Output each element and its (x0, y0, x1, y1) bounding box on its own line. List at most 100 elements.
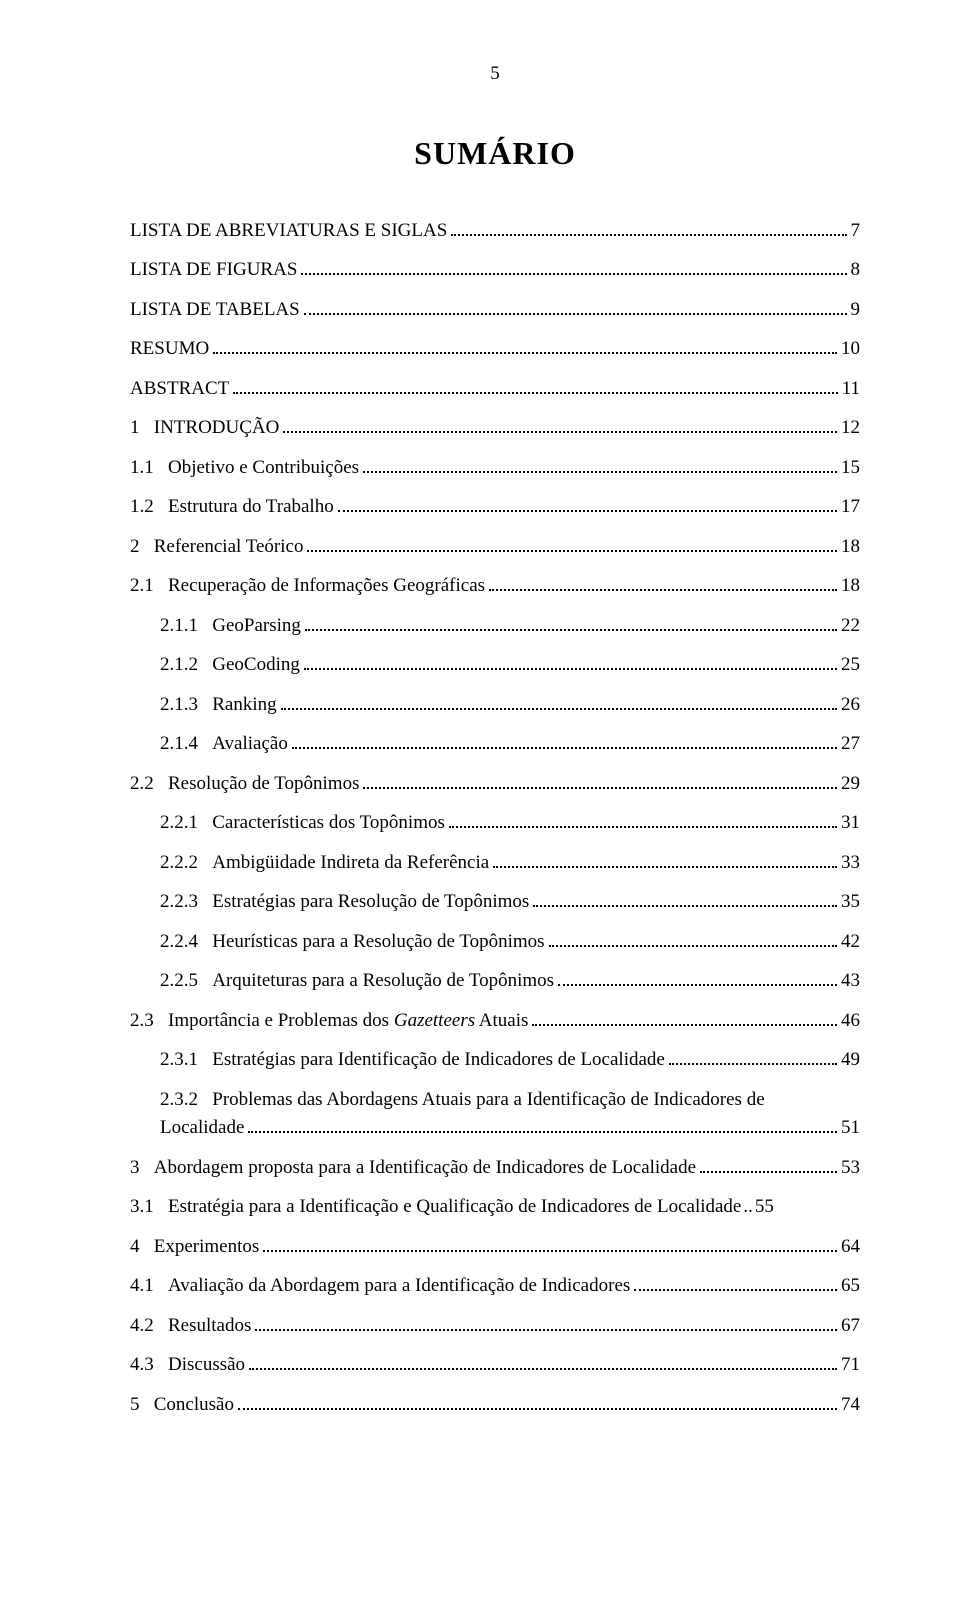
toc-entry-label: 2.1.1 GeoParsing (160, 612, 301, 641)
toc-entry: 2.1 Recuperação de Informações Geográfic… (130, 572, 860, 601)
toc-entry-page: 9 (851, 296, 861, 325)
toc-entry: 2.1.2 GeoCoding 25 (130, 651, 860, 680)
toc-leader-dots (307, 550, 837, 552)
toc-leader-dots (532, 1024, 837, 1026)
toc-leader-dots (338, 510, 837, 512)
toc-entry: 4 Experimentos 64 (130, 1233, 860, 1262)
toc-entry-page: 71 (841, 1351, 860, 1380)
toc-entry-page: 53 (841, 1154, 860, 1183)
toc-entry-label: 2.3.1 Estratégias para Identificação de … (160, 1046, 665, 1075)
toc-entry: 2.2.2 Ambigüidade Indireta da Referência… (130, 849, 860, 878)
toc-leader-dots (669, 1063, 837, 1065)
toc-entry: ABSTRACT 11 (130, 375, 860, 404)
table-of-contents: LISTA DE ABREVIATURAS E SIGLAS 7LISTA DE… (130, 217, 860, 1420)
toc-entry-label: ABSTRACT (130, 375, 229, 404)
toc-entry-page: 8 (851, 256, 861, 285)
toc-entry-page: 35 (841, 888, 860, 917)
toc-entry-label: 1.1 Objetivo e Contribuições (130, 454, 359, 483)
toc-entry-page: 31 (841, 809, 860, 838)
toc-entry-label: 4.1 Avaliação da Abordagem para a Identi… (130, 1272, 630, 1301)
toc-leader-dots (263, 1250, 837, 1252)
toc-entry: 2.2.5 Arquiteturas para a Resolução de T… (130, 967, 860, 996)
toc-entry-label: 4.2 Resultados (130, 1312, 251, 1341)
toc-entry-page: 12 (841, 414, 860, 443)
toc-entry-label: LISTA DE ABREVIATURAS E SIGLAS (130, 217, 447, 246)
toc-leader-dots (489, 589, 837, 591)
toc-entry-page: 29 (841, 770, 860, 799)
toc-entry: LISTA DE TABELAS 9 (130, 296, 860, 325)
toc-entry-label: 2.2.1 Características dos Topônimos (160, 809, 445, 838)
toc-entry-page: 18 (841, 533, 860, 562)
toc-entry-label: 2.1.3 Ranking (160, 691, 277, 720)
toc-entry-page: 25 (841, 651, 860, 680)
toc-entry-label: 1 INTRODUÇÃO (130, 414, 279, 443)
toc-entry-label: 2.2.5 Arquiteturas para a Resolução de T… (160, 967, 554, 996)
toc-entry: 1 INTRODUÇÃO 12 (130, 414, 860, 443)
toc-entry-label: 2.3.2 Problemas das Abordagens Atuais pa… (160, 1086, 860, 1115)
toc-entry-label: RESUMO (130, 335, 209, 364)
toc-entry-label: 2.2.3 Estratégias para Resolução de Topô… (160, 888, 529, 917)
toc-entry-page: 22 (841, 612, 860, 641)
toc-entry-page: 51 (841, 1114, 860, 1143)
toc-entry-label: 4.3 Discussão (130, 1351, 245, 1380)
toc-leader-dots (363, 471, 837, 473)
toc-entry-page: 10 (841, 335, 860, 364)
toc-entry: 2.3 Importância e Problemas dos Gazettee… (130, 1007, 860, 1036)
toc-leader-dots (634, 1289, 837, 1291)
toc-entry-label: 2.2 Resolução de Topônimos (130, 770, 359, 799)
toc-entry-label: 2 Referencial Teórico (130, 533, 303, 562)
toc-entry-label: 2.1.2 GeoCoding (160, 651, 300, 680)
toc-entry-page: 33 (841, 849, 860, 878)
toc-entry: 2.2 Resolução de Topônimos 29 (130, 770, 860, 799)
toc-entry-label: Localidade (130, 1114, 244, 1143)
toc-entry-page: 18 (841, 572, 860, 601)
toc-entry-page: 64 (841, 1233, 860, 1262)
toc-leader-dots (304, 668, 837, 670)
toc-entry: LISTA DE ABREVIATURAS E SIGLAS 7 (130, 217, 860, 246)
toc-entry: 4.1 Avaliação da Abordagem para a Identi… (130, 1272, 860, 1301)
toc-leader-dots (558, 984, 837, 986)
toc-entry: 4.2 Resultados 67 (130, 1312, 860, 1341)
toc-leader-dots (213, 352, 837, 354)
toc-entry: 5 Conclusão 74 (130, 1391, 860, 1420)
toc-leader-dots (238, 1408, 837, 1410)
toc-leader-dots (249, 1368, 837, 1370)
toc-leader-dots (549, 945, 837, 947)
toc-entry-label: 2.2.4 Heurísticas para a Resolução de To… (160, 928, 545, 957)
toc-entry: LISTA DE FIGURAS 8 (130, 256, 860, 285)
toc-entry-label: 2.2.2 Ambigüidade Indireta da Referência (160, 849, 489, 878)
page-number: 5 (130, 60, 860, 89)
toc-entry-label: 3 Abordagem proposta para a Identificaçã… (130, 1154, 696, 1183)
toc-entry-page: 65 (841, 1272, 860, 1301)
toc-entry-label: LISTA DE TABELAS (130, 296, 300, 325)
toc-entry: 4.3 Discussão 71 (130, 1351, 860, 1380)
toc-entry-label: 4 Experimentos (130, 1233, 259, 1262)
toc-entry-page: 26 (841, 691, 860, 720)
toc-entry: 2.1.4 Avaliação 27 (130, 730, 860, 759)
toc-leader-dots (233, 392, 837, 394)
toc-entry: 2.2.4 Heurísticas para a Resolução de To… (130, 928, 860, 957)
toc-entry-page: 7 (851, 217, 861, 246)
toc-leader-dots (305, 629, 837, 631)
toc-leader-dots (533, 905, 837, 907)
toc-entry-label: 2.1.4 Avaliação (160, 730, 288, 759)
toc-entry-page: 74 (841, 1391, 860, 1420)
toc-entry-page: 67 (841, 1312, 860, 1341)
toc-leader-dots (248, 1131, 837, 1133)
toc-leader-dots (451, 234, 846, 236)
toc-entry: 3.1 Estratégia para a Identificação e Qu… (130, 1193, 860, 1222)
toc-leader-dots (700, 1171, 837, 1173)
toc-entry: 2 Referencial Teórico 18 (130, 533, 860, 562)
toc-entry-page: 15 (841, 454, 860, 483)
toc-entry-page: 17 (841, 493, 860, 522)
toc-entry-label: 3.1 Estratégia para a Identificação e Qu… (130, 1193, 741, 1222)
toc-leader-dots (301, 273, 846, 275)
toc-entry: 2.3.1 Estratégias para Identificação de … (130, 1046, 860, 1075)
toc-leader-dots (255, 1329, 837, 1331)
toc-entry-label: LISTA DE FIGURAS (130, 256, 297, 285)
toc-entry: 1.1 Objetivo e Contribuições 15 (130, 454, 860, 483)
toc-entry: 1.2 Estrutura do Trabalho 17 (130, 493, 860, 522)
toc-leader-dots (493, 866, 837, 868)
toc-entry-page: 27 (841, 730, 860, 759)
toc-entry-label: 2.1 Recuperação de Informações Geográfic… (130, 572, 485, 601)
